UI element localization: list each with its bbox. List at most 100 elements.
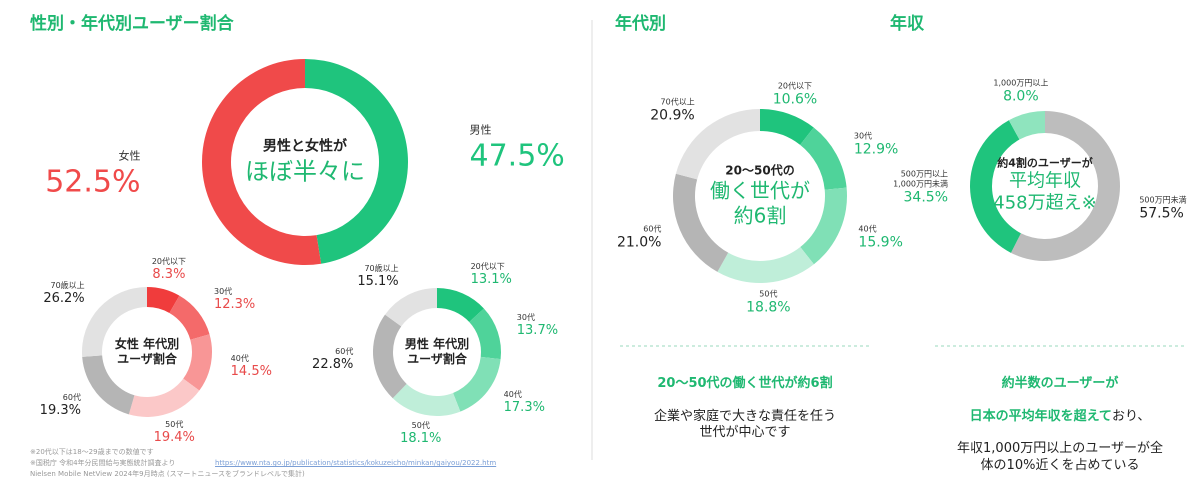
donut-segment: [673, 173, 729, 272]
data-label: 30代 13.7%: [517, 313, 558, 339]
value-label: 8.3%: [152, 266, 186, 282]
donut-center: 女性 年代別 ユーザ割合: [115, 337, 179, 367]
category-label: 1,000万円以上: [993, 78, 1049, 88]
value-label: 47.5%: [469, 138, 565, 174]
note-link[interactable]: https://www.nta.go.jp/publication/statis…: [215, 459, 497, 467]
category-label: 60代: [62, 392, 81, 402]
donut-segment: [202, 59, 322, 265]
summary-highlight: 日本の平均年収を超えて: [969, 408, 1112, 424]
value-label: 34.5%: [903, 188, 948, 205]
category-label: 70歳以上: [50, 281, 85, 291]
donut-segment: [82, 355, 135, 415]
center-text: 男性 年代別: [404, 337, 470, 351]
donut-segment: [183, 334, 212, 391]
donut-segment: [373, 314, 407, 399]
category-label: 500万円以上 1,000万円未満: [893, 168, 948, 188]
value-label: 57.5%: [1139, 204, 1184, 221]
value-label: 12.9%: [853, 140, 899, 157]
value-label: 18.1%: [400, 431, 442, 447]
center-text: 458万超え※: [993, 192, 1097, 214]
value-label: 12.3%: [213, 296, 256, 312]
center-text: 20〜50代の: [725, 163, 795, 178]
title: 性別・年代別ユーザー割合: [30, 14, 234, 34]
donut-segment: [437, 288, 484, 323]
data-label: 40代 14.5%: [231, 354, 272, 380]
donut-segment: [128, 378, 200, 418]
donut-segment: [717, 247, 814, 283]
value-label: 13.7%: [516, 322, 559, 338]
donut-segment: [82, 287, 147, 357]
value-label: 22.8%: [312, 356, 354, 372]
category-label: 30代: [213, 286, 233, 296]
donut-segment: [800, 127, 847, 190]
donut-segment: [392, 383, 461, 416]
data-label: 50代 18.8%: [746, 289, 790, 317]
category-label: 40代: [858, 224, 877, 234]
data-label: 50代 19.4%: [154, 419, 195, 445]
donut-center: 約4割のユーザーが 平均年収 458万超え※: [993, 157, 1096, 216]
category-label: 40代: [503, 390, 522, 399]
data-label: 70歳以上 26.2%: [43, 281, 84, 307]
value-label: 20.9%: [650, 107, 695, 124]
donut-center: 男性 年代別 ユーザ割合: [405, 337, 469, 367]
category-label: 60代: [335, 346, 354, 356]
data-label: 500万円以上 1,000万円未満 34.5%: [893, 169, 948, 207]
center-text: 働く世代が: [710, 178, 810, 203]
value-label: 15.1%: [357, 274, 399, 290]
data-label: 1,000万円以上 8.0%: [993, 78, 1048, 106]
category-label: 500万円未満: [1139, 194, 1187, 204]
category-label: 女性: [118, 149, 141, 163]
donut-segment: [385, 288, 437, 327]
summary-text: おり、: [1111, 408, 1151, 424]
donut-segment: [970, 120, 1021, 253]
category-label: 40代: [230, 354, 249, 363]
note: ※20代以下は18〜29歳までの数値です: [30, 448, 154, 456]
value-label: 19.4%: [153, 429, 195, 445]
center-text: ほぼ半々に: [245, 156, 365, 185]
summary: 約半数のユーザーが 日本の平均年収を超えており、 年収1,000万円以上のユーザ…: [910, 360, 1199, 474]
section-heading: 年収: [890, 14, 924, 34]
value-label: 26.2%: [43, 291, 85, 307]
value-label: 19.3%: [39, 402, 81, 418]
category-label: 30代: [853, 130, 873, 140]
summary-highlight: 約半数のユーザーが: [1001, 376, 1119, 392]
value-label: 52.5%: [45, 164, 141, 200]
category-label: 70歳以上: [364, 264, 399, 274]
donut-segment: [800, 187, 847, 265]
donut-segment: [760, 109, 814, 145]
category-label: 50代: [411, 421, 430, 431]
donut-segment: [147, 287, 180, 313]
data-label: 70歳以上 15.1%: [357, 264, 398, 290]
center-text: ユーザ割合: [117, 352, 177, 366]
value-label: 17.3%: [503, 400, 545, 415]
data-label: 男性 47.5%: [469, 123, 564, 174]
data-label: 40代 15.9%: [858, 224, 902, 252]
category-label: 50代: [165, 419, 184, 429]
data-label: 60代 19.3%: [40, 392, 81, 418]
category-label: 男性: [469, 123, 492, 137]
category-label: 60代: [643, 223, 662, 233]
data-label: 40代 17.3%: [504, 390, 545, 416]
value-label: 10.6%: [772, 91, 818, 108]
donut-segment: [675, 109, 760, 180]
data-label: 60代 21.0%: [617, 224, 661, 252]
data-label: 70代以上 20.9%: [650, 97, 694, 125]
category-label: 50代: [759, 288, 778, 298]
data-label: 20代以下 13.1%: [471, 262, 512, 288]
note: ※国税庁 令和4年分民間給与実態統計調査より: [30, 459, 176, 467]
center-text: ユーザ割合: [407, 352, 467, 366]
donut-segment: [1010, 111, 1120, 261]
value-label: 14.5%: [230, 364, 272, 379]
data-label: 60代 22.8%: [312, 347, 353, 373]
summary: 20〜50代の働く世代が約6割 企業や家庭で大きな責任を任う 世代が中心です: [595, 360, 895, 441]
summary-body: 企業や家庭で大きな責任を任う 世代が中心です: [653, 408, 836, 440]
data-label: 50代 18.1%: [400, 421, 441, 447]
data-label: 30代 12.9%: [854, 131, 898, 159]
data-label: 500万円未満 57.5%: [1139, 195, 1186, 223]
donut-segment: [1008, 111, 1045, 140]
data-label: 女性 52.5%: [45, 149, 140, 200]
note: Nielsen Mobile NetView 2024年9月時点 (スマートニュ…: [30, 470, 305, 478]
summary-highlight: 20〜50代の働く世代が約6割: [657, 376, 833, 392]
